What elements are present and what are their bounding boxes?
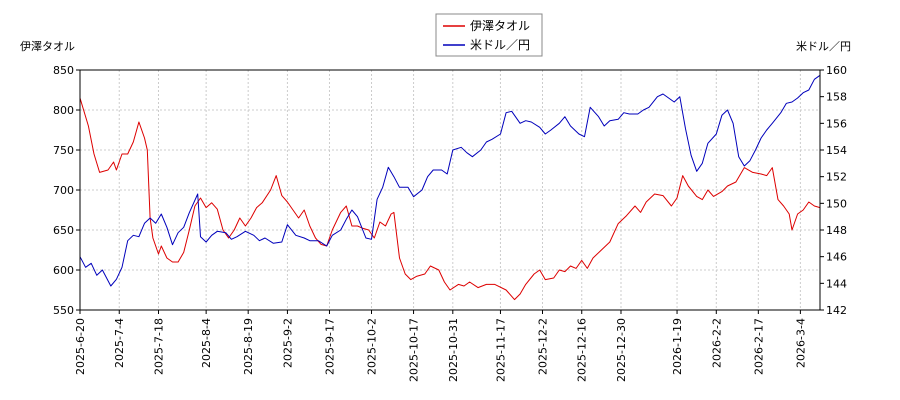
series-line-izawa-towel [79, 97, 821, 301]
x-tick-label: 2025-12-30 [615, 318, 628, 382]
right-tick-label: 144 [826, 277, 847, 290]
right-tick-label: 148 [826, 224, 847, 237]
left-axis-title: 伊澤タオル [20, 40, 75, 53]
left-tick-label: 700 [53, 184, 74, 197]
x-tick-label: 2026-2-2 [710, 318, 723, 368]
right-tick-label: 152 [826, 171, 847, 184]
left-tick-label: 800 [53, 104, 74, 117]
right-tick-label: 146 [826, 251, 847, 264]
grid [79, 69, 820, 311]
right-tick-label: 156 [826, 117, 847, 130]
series-lines [79, 74, 821, 301]
left-tick-label: 600 [53, 264, 74, 277]
x-tick-label: 2025-9-17 [323, 318, 336, 375]
x-tick-label: 2025-10-31 [447, 318, 460, 382]
x-tick-label: 2025-6-20 [74, 318, 87, 375]
right-tick-label: 142 [826, 304, 847, 317]
x-tick-label: 2025-12-2 [537, 318, 550, 375]
x-tick-label: 2025-10-2 [366, 318, 379, 375]
series-line-usd-jpy [79, 74, 821, 287]
left-tick-label: 650 [53, 224, 74, 237]
x-tick-label: 2026-2-17 [752, 318, 765, 375]
x-tick-label: 2025-9-2 [281, 318, 294, 368]
left-tick-label: 750 [53, 144, 74, 157]
x-tick-label: 2025-11-17 [494, 318, 507, 382]
x-tick-label: 2025-7-18 [152, 318, 165, 375]
left-tick-label: 550 [53, 304, 74, 317]
x-tick-label: 2026-1-19 [671, 318, 684, 375]
legend-box [435, 13, 543, 57]
right-tick-label: 150 [826, 197, 847, 210]
left-axis: 550 600 650 700 750 800 850 [53, 64, 80, 317]
x-tick-label: 2026-3-4 [794, 318, 807, 368]
x-tick-label: 2025-8-4 [200, 318, 213, 368]
x-tick-label: 2025-7-4 [113, 318, 126, 368]
right-tick-label: 154 [826, 144, 847, 157]
left-tick-label: 850 [53, 64, 74, 77]
x-axis: 2025-6-20 2025-7-4 2025-7-18 2025-8-4 2025-8… [74, 310, 807, 382]
right-tick-label: 160 [826, 64, 847, 77]
right-axis: 142 144 146 148 150 152 154 156 158 160 [820, 64, 847, 317]
legend: 伊澤タオル 米ドル／円 [435, 13, 543, 57]
x-tick-label: 2025-8-19 [242, 318, 255, 375]
right-tick-label: 158 [826, 91, 847, 104]
legend-label-izawa-towel: 伊澤タオル [470, 19, 530, 33]
legend-label-usd-jpy: 米ドル／円 [470, 38, 530, 52]
x-tick-label: 2025-12-16 [576, 318, 589, 382]
right-axis-title: 米ドル／円 [796, 40, 851, 53]
x-tick-label: 2025-10-17 [408, 318, 421, 382]
